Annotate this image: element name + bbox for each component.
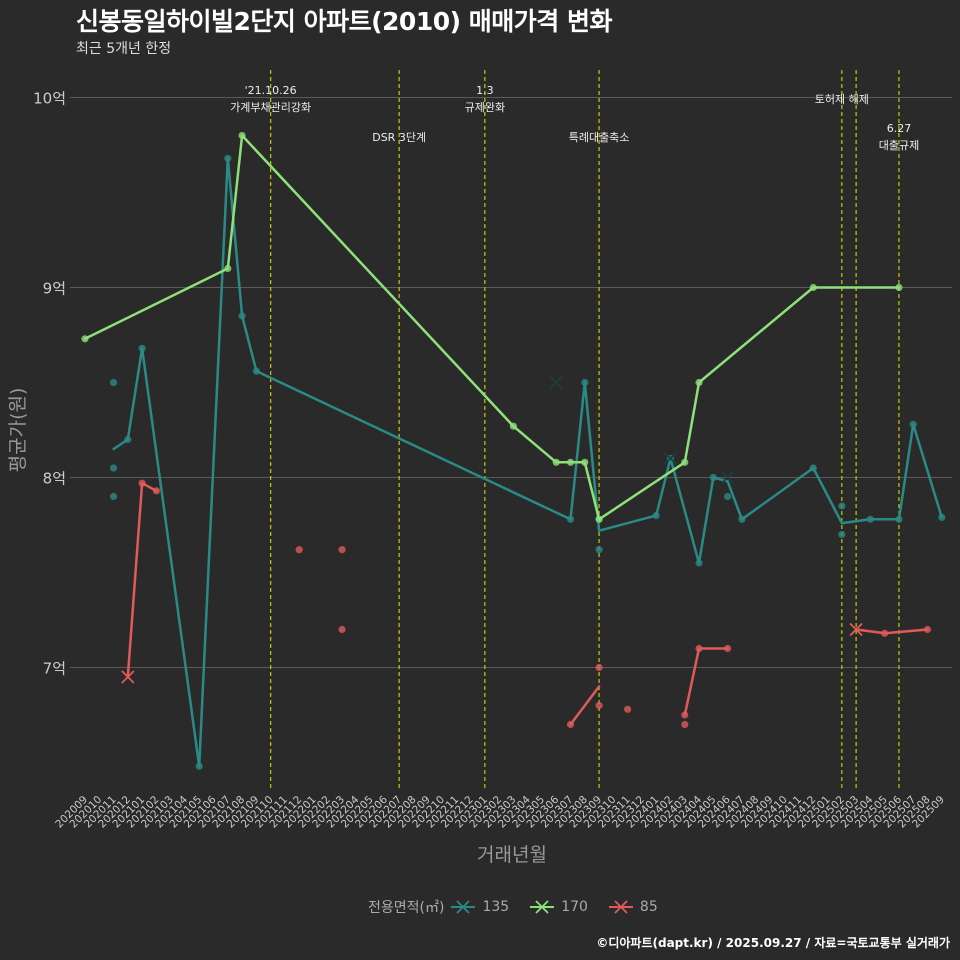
y-axis-title: 평균가(원): [7, 388, 29, 473]
data-point-135-202509-25: [938, 513, 946, 522]
data-point-170-202403-8: [681, 458, 689, 466]
event-label-202506-0: 6.27: [887, 122, 912, 135]
data-point-170-202308-6: [581, 458, 589, 466]
data-point-170-202303-3: [509, 422, 517, 430]
event-label-202309-0: 특례대출축소: [569, 131, 630, 144]
data-point-170-202107-1: [224, 264, 232, 273]
series-line-85-seg-1: [569, 685, 601, 726]
data-point-135-202412-19: [809, 464, 817, 472]
y-tick-label-9: 9억: [43, 280, 66, 298]
data-point-135-202101-4: [138, 344, 146, 352]
data-point-135-202404-15: [695, 559, 703, 567]
event-label-202110-0: '21.10.26: [245, 84, 297, 97]
data-point-85-202505-13: [881, 629, 889, 637]
event-label-202301-0: 1.3: [476, 84, 494, 97]
data-point-135-202309-11: [595, 546, 603, 554]
chart-title: 신봉동일하이빌2단지 아파트(2010) 매매가격 변화: [76, 7, 612, 36]
data-point-135-202107-6: [224, 154, 232, 162]
data-point-85-202309-7: [595, 701, 603, 710]
legend-label-170: 170: [561, 899, 588, 915]
data-point-135-202504-22: [866, 515, 875, 523]
data-point-135-202105-5: [195, 762, 203, 770]
data-point-85-202203-3: [338, 546, 346, 554]
legend-label-135: 135: [482, 899, 510, 915]
data-point-85-202403-9: [681, 711, 689, 719]
data-point-135-202011-1: [109, 464, 118, 472]
data-point-170-202404-9: [695, 378, 703, 387]
data-point-135-202308-10: [581, 378, 589, 387]
legend: 전용면적(㎡) 135 170 85: [368, 897, 672, 917]
data-point-170-202309-7: [595, 515, 603, 523]
cross-marker-85-202503-1: [849, 622, 863, 637]
cross-marker-85-202012-0: [121, 670, 135, 684]
legend-key-170: [530, 900, 555, 914]
legend-title: 전용면적(㎡): [368, 900, 445, 916]
source-caption: ©디아파트(dapt.kr) / 2025.09.27 / 자료=국토교통부 실…: [596, 936, 950, 950]
data-point-85-202309-6: [595, 663, 603, 672]
data-point-85-202406-12: [724, 644, 732, 653]
series-line-85-seg-2: [683, 647, 729, 717]
data-point-135-202502-21: [838, 530, 846, 539]
data-point-170-202506-11: [895, 283, 903, 292]
data-point-170-202307-5: [566, 458, 575, 466]
data-point-85-202311-8: [624, 705, 632, 713]
data-point-85-202403-10: [681, 720, 689, 729]
y-tick-label-10: 10억: [33, 90, 66, 108]
data-point-85-202112-2: [295, 546, 303, 554]
data-point-170-202108-2: [238, 131, 246, 140]
data-point-135-202307-9: [566, 515, 575, 523]
event-label-202301-1: 규제완화: [465, 101, 505, 114]
event-label-202207-0: DSR 3단계: [372, 131, 426, 144]
data-point-85-202203-4: [338, 625, 346, 634]
data-point-85-202307-5: [566, 720, 575, 729]
x-axis-title: 거래년월: [477, 844, 547, 866]
series-line-135: [112, 157, 944, 768]
data-point-85-202102-1: [152, 487, 160, 495]
data-point-85-202404-11: [695, 644, 703, 653]
event-label-202110-1: 가계부채관리강화: [230, 101, 311, 114]
data-point-135-202507-24: [909, 420, 917, 428]
series-line-85-seg-0: [126, 481, 158, 679]
data-point-170-202412-10: [809, 283, 817, 292]
y-tick-label-8: 8억: [43, 470, 66, 488]
data-point-135-202012-3: [124, 435, 132, 444]
data-point-135-202405-16: [709, 473, 717, 482]
data-point-135-202401-13: [652, 511, 660, 520]
data-point-135-202011-0: [109, 378, 118, 387]
data-point-85-202508-14: [923, 625, 932, 634]
data-point-135-202406-17: [724, 492, 732, 501]
data-point-85-202101-0: [138, 479, 146, 487]
cross-marker-135-202306-0: [549, 375, 563, 390]
data-point-135-202502-20: [838, 502, 846, 510]
cross-marker-135-202406-2: [720, 470, 735, 485]
legend-key-135: [451, 900, 476, 914]
legend-item-85: 85: [608, 898, 672, 916]
data-point-135-202011-2: [109, 492, 118, 501]
data-point-135-202108-7: [238, 312, 246, 320]
legend-label-85: 85: [639, 899, 658, 915]
legend-item-135: 135: [450, 898, 523, 916]
data-point-135-202506-23: [895, 515, 903, 523]
legend-key-85: [608, 900, 633, 914]
legend-item-170: 170: [529, 898, 602, 916]
cross-marker-135-202402-1: [663, 451, 678, 466]
data-point-170-202306-4: [552, 458, 560, 466]
y-tick-label-7: 7억: [43, 660, 66, 678]
event-label-202502-0: 토허제 해제: [815, 92, 869, 106]
event-label-202506-1: 대출규제: [879, 139, 919, 152]
data-point-135-202407-18: [738, 515, 746, 523]
data-point-135-202109-8: [252, 367, 260, 375]
data-point-170-202009-0: [81, 335, 89, 343]
series-line-85-seg-3: [854, 628, 929, 635]
chart-subtitle: 최근 5개년 한정: [76, 41, 172, 57]
series-line-170: [83, 134, 901, 521]
